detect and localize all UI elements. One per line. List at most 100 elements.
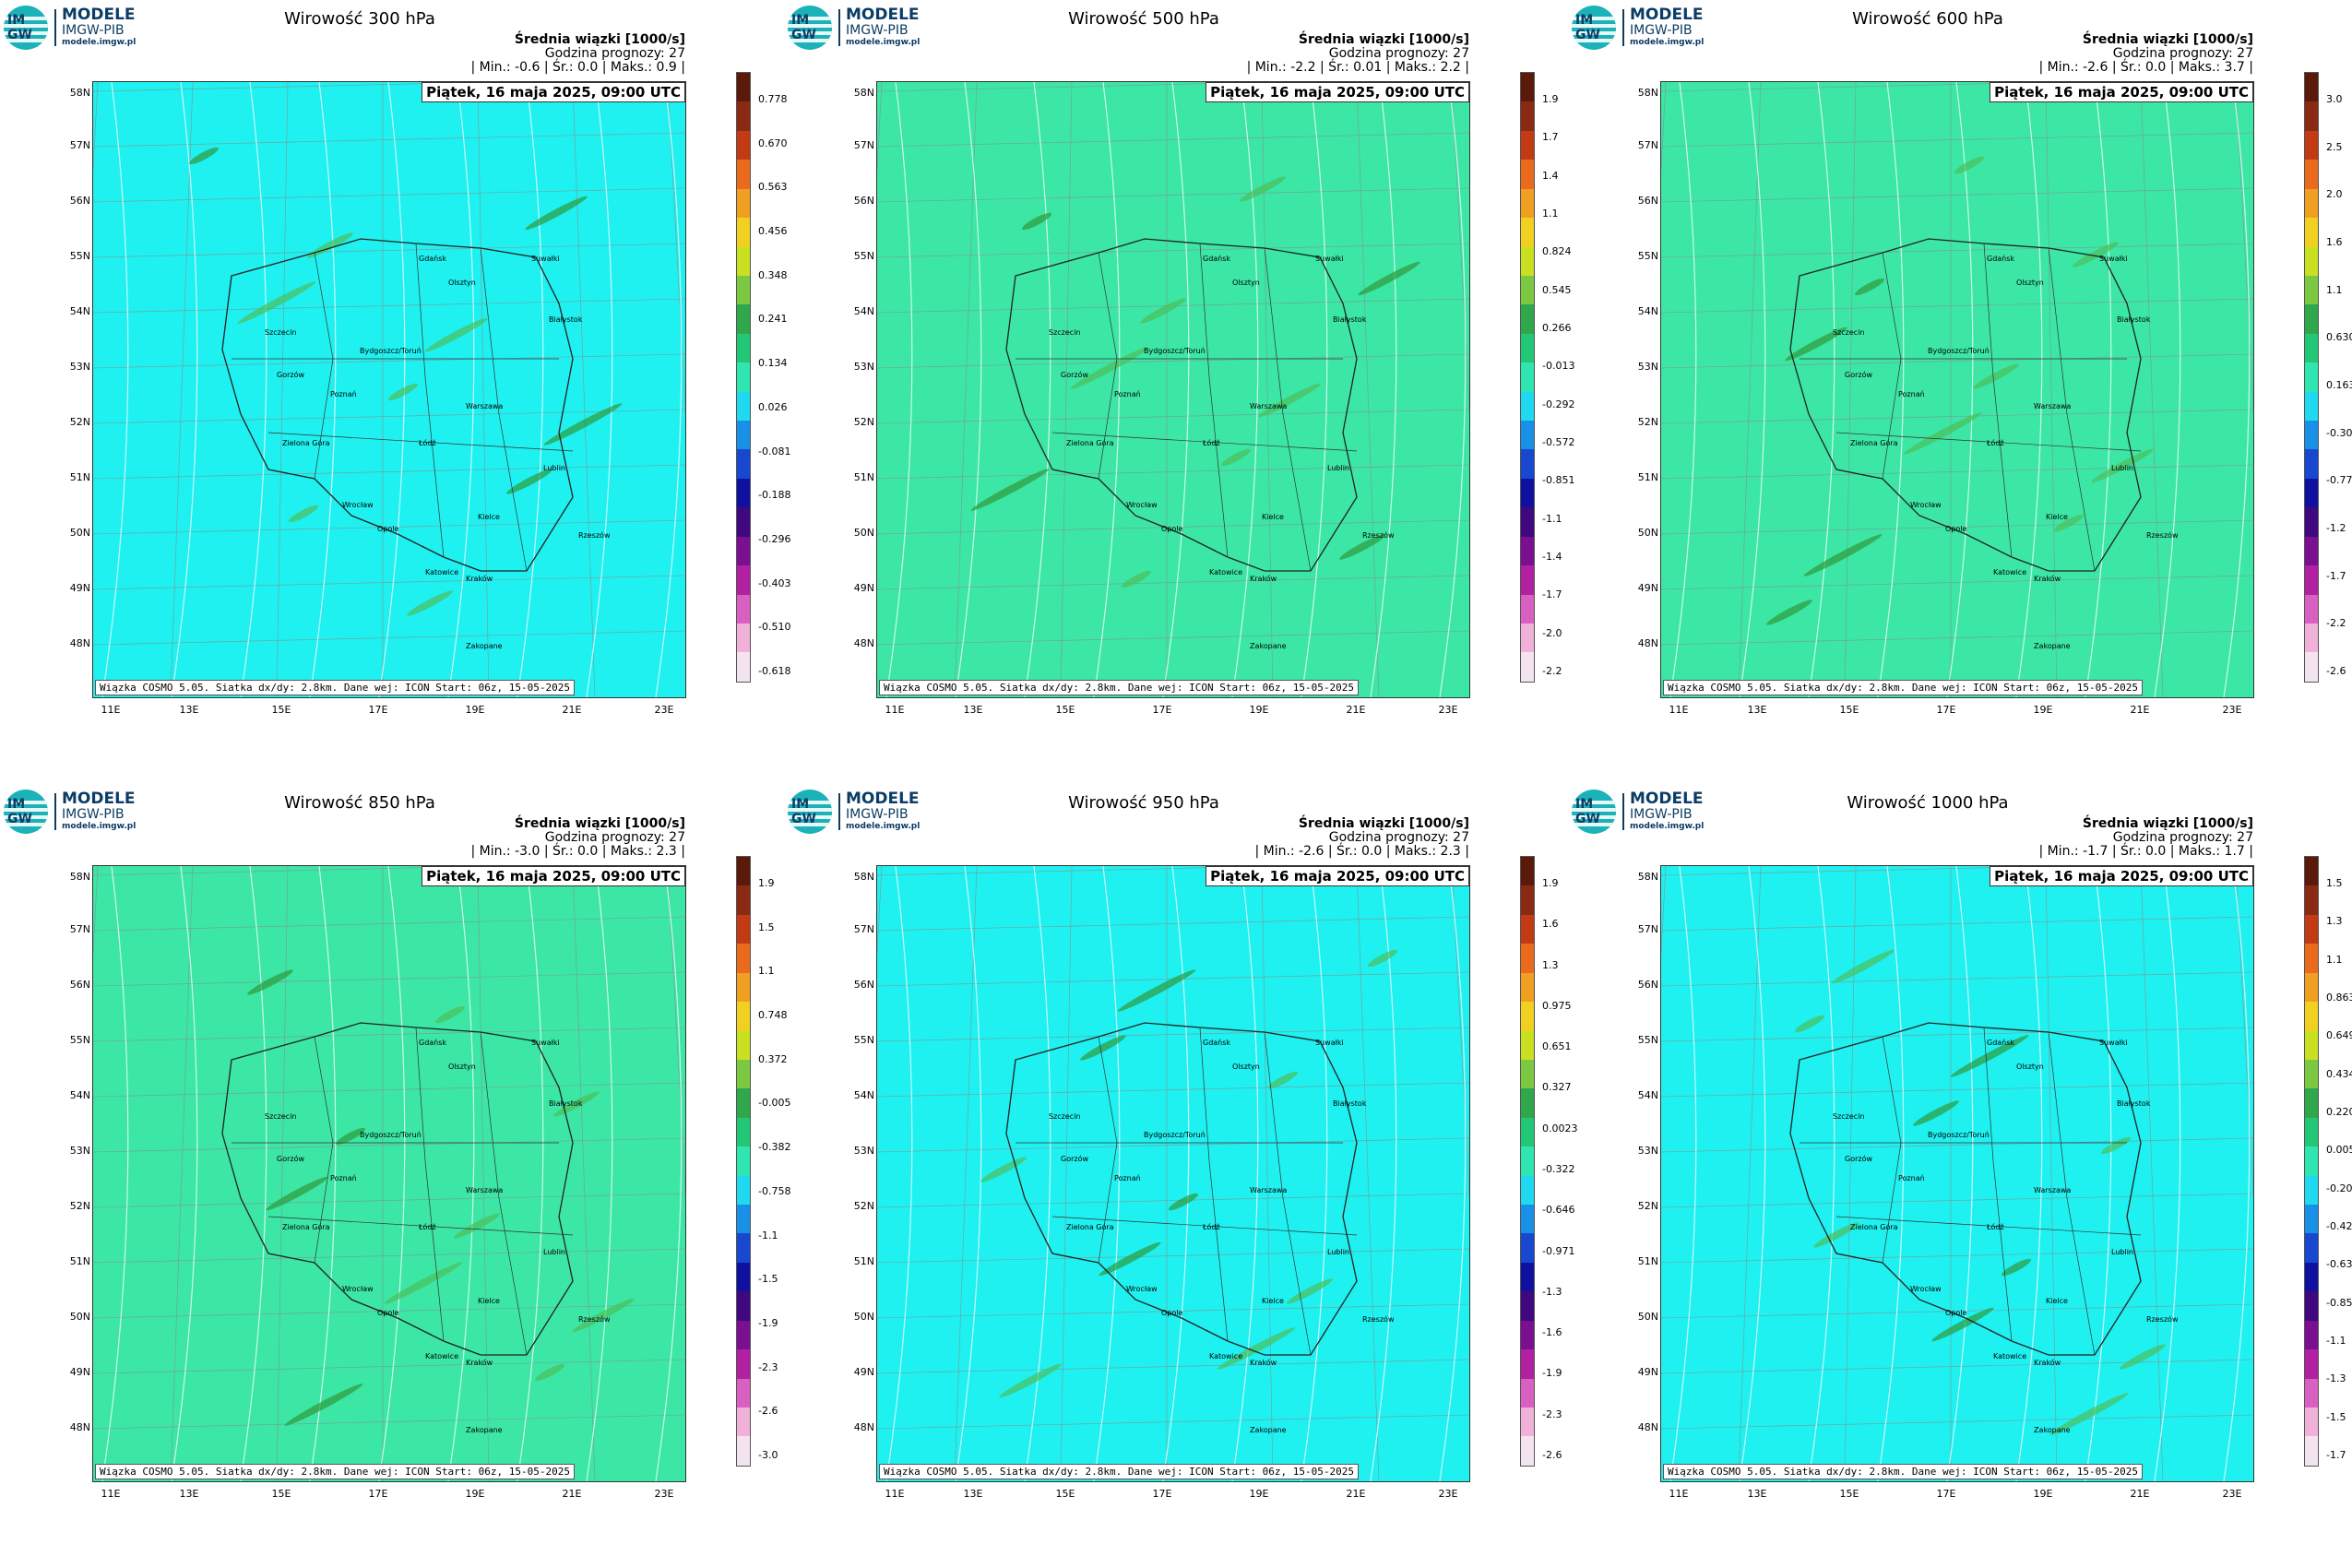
city-label: Szczecin (1049, 328, 1081, 337)
longitude-label: 17E (368, 704, 388, 716)
city-label: Gdańsk (1203, 255, 1231, 263)
city-label: Olsztyn (2016, 279, 2044, 287)
city-label: Olsztyn (448, 1063, 476, 1071)
longitude-label: 11E (885, 1488, 905, 1500)
logo-name: MODELE (62, 790, 136, 808)
city-label: Poznań (330, 390, 357, 398)
colorbar-segment (1521, 101, 1534, 131)
region-border (267, 1216, 574, 1236)
forecast-panel: IM GW MODELE IMGW-PIB modele.imgw.pl Wirowoś… (784, 0, 1574, 784)
vorticity-streak (572, 1298, 635, 1333)
forecast-panel: IM GW MODELE IMGW-PIB modele.imgw.pl Wirowoś… (0, 784, 790, 1568)
colorbar-segment (1521, 1002, 1534, 1031)
city-label: Warszawa (2034, 1186, 2072, 1194)
colorbar-segment (2305, 1291, 2318, 1321)
city-label: Katowice (1993, 568, 2027, 576)
colorbar-label: 0.241 (758, 313, 788, 325)
longitude-label: 13E (179, 704, 199, 716)
isoline (1669, 866, 1697, 1481)
colorbar-label: -0.618 (758, 665, 791, 677)
longitude-gridline (2140, 82, 2164, 697)
region-border (480, 247, 528, 572)
longitude-gridline (276, 866, 289, 1481)
vorticity-streak (188, 147, 220, 165)
logo-wave (1572, 17, 1616, 20)
city-label: Suwałki (1315, 1039, 1344, 1047)
latitude-gridline (1661, 519, 2253, 535)
colorbar-segment (737, 421, 750, 450)
colorbar-label: 0.748 (758, 1009, 788, 1021)
isoline (2154, 866, 2181, 1481)
city-label: Gorzów (1845, 371, 1873, 379)
colorbar-label: -1.3 (1542, 1286, 1562, 1298)
logo-divider (1622, 793, 1624, 830)
latitude-label: 56N (853, 979, 874, 991)
colorbar-label: -0.188 (758, 489, 791, 501)
latitude-label: 55N (853, 250, 874, 262)
isoline (517, 82, 544, 697)
colorbar-segment (1521, 1117, 1534, 1147)
model-info-footer: Wiązka COSMO 5.05. Siatka dx/dy: 2.8km. … (879, 680, 1359, 695)
colorbar-label: -2.6 (2326, 665, 2346, 677)
city-label: Łódź (1987, 1223, 2004, 1231)
isoline (1162, 82, 1190, 697)
logo-wave (788, 39, 832, 42)
vorticity-streak (999, 1363, 1062, 1398)
latitude-gridline (1661, 1137, 2253, 1153)
colorbar-segment (2305, 101, 2318, 131)
colorbar-segment (737, 1117, 750, 1147)
isoline (586, 866, 613, 1481)
city-label: Opole (1945, 525, 1967, 533)
colorbar-segment (2305, 944, 2318, 973)
vorticity-streak (384, 1262, 463, 1304)
city-label: Lublin (2111, 1248, 2133, 1256)
colorbar-segment (2305, 362, 2318, 392)
latitude-label: 52N (1637, 1200, 1658, 1212)
longitude-label: 17E (1936, 1488, 1956, 1500)
logo-wave (4, 815, 48, 819)
logo-wave (1572, 39, 1616, 42)
longitude-gridline (1060, 82, 1073, 697)
logo-org: IMGW-PIB (62, 23, 125, 38)
city-label: Szczecin (1833, 328, 1865, 337)
latitude-label: 57N (853, 139, 874, 151)
city-label: Gdańsk (419, 1039, 447, 1047)
latitude-label: 54N (853, 1089, 874, 1101)
city-label: Białystok (2117, 315, 2151, 324)
isoline (101, 82, 129, 697)
poland-border (221, 238, 574, 572)
vorticity-streak (266, 1176, 328, 1211)
latitude-gridline (93, 132, 685, 148)
city-label: Kraków (466, 575, 493, 583)
colorbar-segment (737, 1088, 750, 1118)
latitude-label: 49N (69, 1366, 90, 1378)
city-label: Opole (1945, 1309, 1967, 1317)
city-label: Lublin (1327, 1248, 1349, 1256)
panel-title: Wirowość 950 hPa (1068, 793, 1219, 813)
latitude-gridline (93, 916, 685, 932)
latitude-label: 53N (69, 1145, 90, 1157)
city-label: Kraków (2034, 575, 2061, 583)
colorbar-label: 0.649 (2326, 1029, 2352, 1041)
poland-border (221, 1022, 574, 1356)
isoline (2015, 866, 2043, 1481)
colorbar-segment (2305, 652, 2318, 682)
vorticity-streak (1140, 298, 1186, 324)
longitude-label: 23E (2222, 704, 2242, 716)
logo-org: IMGW-PIB (62, 807, 125, 822)
colorbar (736, 72, 751, 683)
longitude-label: 15E (1839, 704, 1859, 716)
logo-mark: IM GW (791, 13, 816, 42)
latitude-label: 54N (69, 1089, 90, 1101)
colorbar-label: -2.3 (758, 1361, 778, 1373)
longitude-gridline (93, 866, 99, 957)
colorbar-label: 1.1 (2326, 954, 2343, 966)
logo-wave (1572, 31, 1616, 35)
city-label: Łódź (1203, 1223, 1220, 1231)
logo-divider (838, 793, 840, 830)
colorbar-label: -0.013 (1542, 360, 1575, 372)
colorbar-label: -0.304 (2326, 427, 2352, 439)
colorbar-label: -0.403 (758, 577, 791, 589)
longitude-gridline (1261, 866, 1274, 1481)
vorticity-streak (425, 317, 488, 352)
